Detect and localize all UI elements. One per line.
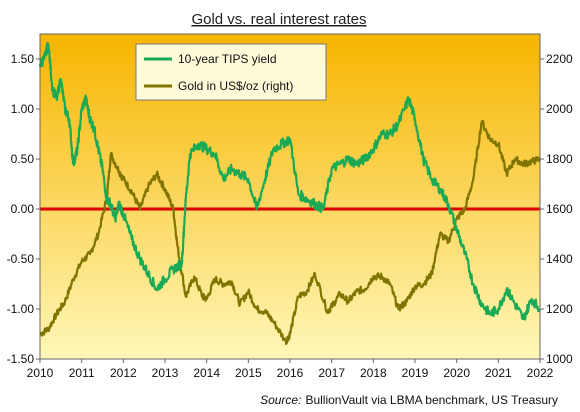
series-line-tips-yield [38,41,542,321]
x-axis: 2010 2011 2012 2013 2014 2015 2016 2017 2018 2019… [27,359,554,380]
left-tick-label: 0.00 [11,202,35,216]
x-tick-label: 2010 [27,366,54,380]
right-tick-label: 1800 [546,152,573,166]
right-tick-label: 2200 [546,52,573,66]
left-tick-label: -1.50 [7,352,35,366]
left-axis: -1.50 -1.00 -0.50 0.00 0.50 1.00 1.50 [7,52,40,366]
x-tick-label: 2018 [360,366,387,380]
series-line-gold-price [39,119,542,346]
x-tick-label: 2013 [152,366,179,380]
x-tick-label: 2015 [235,366,262,380]
right-tick-label: 1000 [546,352,573,366]
legend-box [135,43,327,101]
right-axis: 1000 1200 1400 1600 1800 2000 2200 [540,52,573,366]
series-group [38,41,542,346]
left-tick-label: 0.50 [11,152,35,166]
right-tick-label: 1200 [546,302,573,316]
x-tick-label: 2019 [402,366,429,380]
x-tick-label: 2012 [110,366,137,380]
legend: 10-year TIPS yield Gold in US$/oz (right… [135,43,327,101]
x-tick-label: 2017 [318,366,345,380]
right-tick-label: 1400 [546,252,573,266]
left-tick-label: 1.00 [11,102,35,116]
x-tick-label: 2022 [527,366,554,380]
right-tick-label: 1600 [546,202,573,216]
right-tick-label: 2000 [546,102,573,116]
x-tick-label: 2020 [443,366,470,380]
source-text: BullionVault via LBMA benchmark, US Trea… [305,393,558,407]
chart-title: Gold vs. real interest rates [191,11,366,28]
x-tick-label: 2014 [193,366,220,380]
legend-label-tips: 10-year TIPS yield [178,52,277,66]
legend-label-gold: Gold in US$/oz (right) [178,79,293,93]
source-label: Source: [260,393,301,407]
left-tick-label: 1.50 [11,52,35,66]
left-tick-label: -0.50 [7,252,35,266]
plot-frame [39,33,541,360]
x-tick-label: 2011 [69,366,95,380]
x-tick-label: 2021 [485,366,512,380]
left-tick-label: -1.00 [7,302,35,316]
source-note: Source: BullionVault via LBMA benchmark, … [260,393,558,407]
x-tick-label: 2016 [277,366,304,380]
